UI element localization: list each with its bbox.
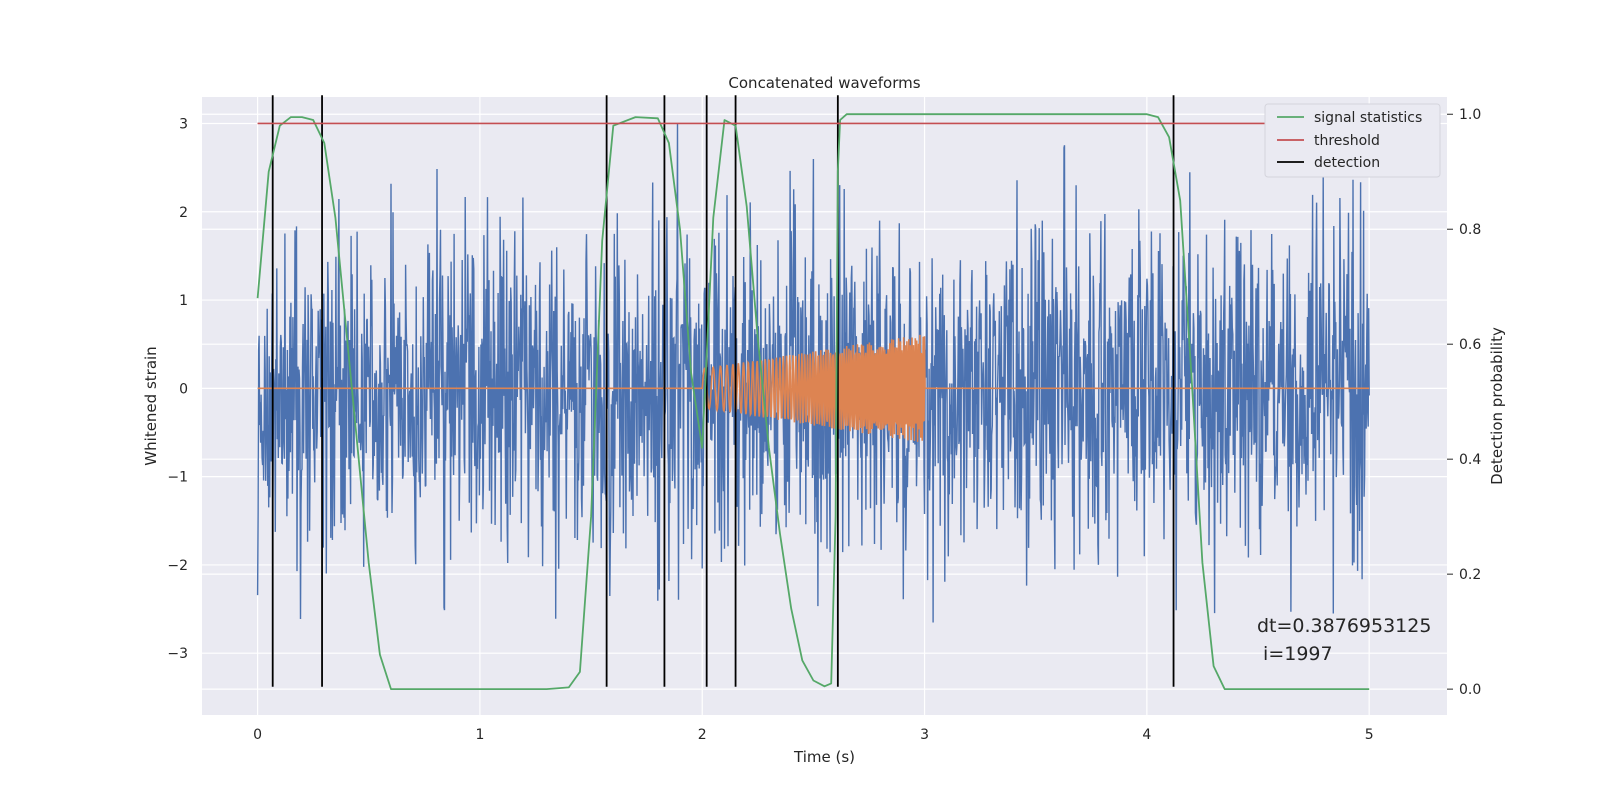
tick-labels: 0 1 2 3 4 5 −3 −2 −1 0 1 2 3 0.0 0.2 0.4 0.6 0.8 1.0: [167, 107, 1481, 743]
legend-box: [1264, 103, 1441, 178]
y-tick-label: −1: [167, 470, 188, 486]
series-chirp: [257, 334, 1370, 442]
annotation-dt: dt=0.3876953125: [1257, 615, 1431, 637]
legend-label-signal-statistics: signal statistics: [1314, 110, 1422, 126]
y-axis-label: Whitened strain: [142, 346, 160, 465]
x-tick-label: 5: [1365, 727, 1374, 743]
y2-tick-label: 0.2: [1459, 567, 1481, 583]
y2-tick-label: 0.4: [1459, 452, 1481, 468]
series-noise: [256, 123, 1370, 623]
y-tick-label: −2: [167, 558, 188, 574]
legend: signal statistics threshold detection: [1264, 103, 1441, 178]
y-tick-label: 3: [179, 116, 188, 132]
y2-tick-label: 0.6: [1459, 337, 1481, 353]
legend-label-detection: detection: [1314, 155, 1380, 171]
y2-tick-label: 0.8: [1459, 222, 1481, 238]
y-tick-label: 2: [179, 205, 188, 221]
x-tick-label: 2: [698, 727, 707, 743]
y2-tick-label: 0.0: [1459, 682, 1481, 698]
x-tick-label: 0: [253, 727, 262, 743]
y-tick-label: 1: [179, 293, 188, 309]
y-tick-label: 0: [179, 381, 188, 397]
signal-statistics-line: [256, 113, 1370, 690]
x-tick-label: 4: [1142, 727, 1151, 743]
x-tick-label: 3: [920, 727, 929, 743]
legend-label-threshold: threshold: [1314, 133, 1380, 149]
y2-tick-label: 1.0: [1459, 107, 1481, 123]
annotation-i: i=1997: [1257, 643, 1333, 665]
data-layer: [256, 95, 1370, 690]
x-tick-label: 1: [475, 727, 484, 743]
y-tick-label: −3: [167, 646, 188, 662]
x-axis-label: Time (s): [793, 748, 855, 766]
chart-title: Concatenated waveforms: [728, 74, 920, 92]
right-y-axis-label: Detection probability: [1488, 327, 1506, 485]
